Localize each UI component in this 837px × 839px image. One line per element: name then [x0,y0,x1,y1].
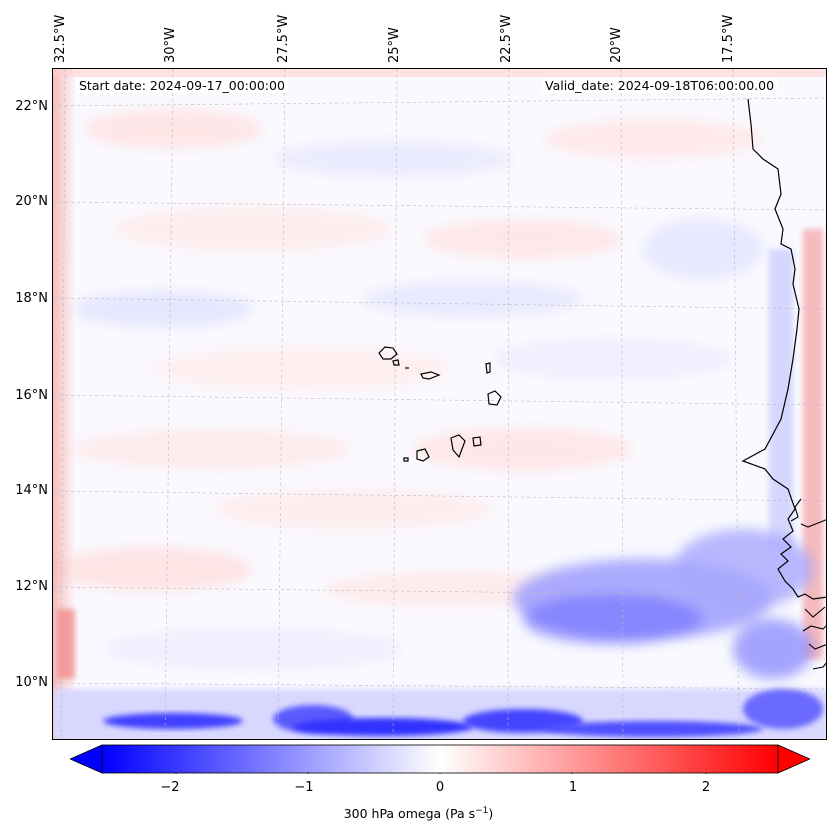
left-red-patch [57,609,75,679]
lon-label: 17.5°W [721,14,736,63]
start-date-label: Start date: 2024-09-17_00:00:00 [76,78,288,93]
left-boundary-strip [53,69,75,739]
colorbar-label-text: 300 hPa omega (Pa s [343,806,476,822]
lon-label: 22.5°W [499,14,514,63]
cape-verde-islands [378,346,502,462]
lon-label: 30°W [163,27,178,63]
colorbar-tick-label: −2 [160,780,180,795]
right-boundary-strip [803,229,823,659]
colorbar [70,744,810,774]
lat-label: 22°N [15,99,48,114]
coast-detail [790,498,826,670]
lat-label: 16°N [15,388,48,403]
colorbar-tick-marks [175,773,707,774]
map-panel[interactable] [52,68,827,740]
lat-label: 10°N [15,675,48,690]
field-blobs [53,109,763,669]
lon-label: 25°W [387,27,402,63]
top-boundary-strip [53,69,826,77]
colorbar-tick-label: 2 [701,780,711,795]
colorbar-label: 300 hPa omega (Pa s−1) [0,806,837,821]
lon-label: 27.5°W [276,14,291,63]
colorbar-bar [101,744,779,774]
blue-convective-region [513,529,813,679]
lon-label: 20°W [609,27,624,63]
lat-label: 18°N [15,291,48,306]
lon-label: 32.5°W [53,14,68,63]
lat-label: 20°N [15,194,48,209]
lat-label: 12°N [15,579,48,594]
bottom-blue-band [53,689,826,739]
africa-coastline [741,98,826,600]
colorbar-label-end: ) [488,806,494,822]
colorbar-label-superscript: −1 [475,806,489,816]
omega-field-map [53,69,826,739]
colorbar-tick-label: 0 [435,780,445,795]
valid-date-label: Valid_date: 2024-09-18T06:00:00.00 [542,78,778,93]
colorbar-min-extension [70,744,103,774]
gridlines [53,69,826,739]
colorbar-max-extension [777,744,810,774]
colorbar-tick-label: 1 [568,780,578,795]
colorbar-tick-label: −1 [294,780,314,795]
right-blue-strip [769,249,793,549]
lat-label: 14°N [15,483,48,498]
